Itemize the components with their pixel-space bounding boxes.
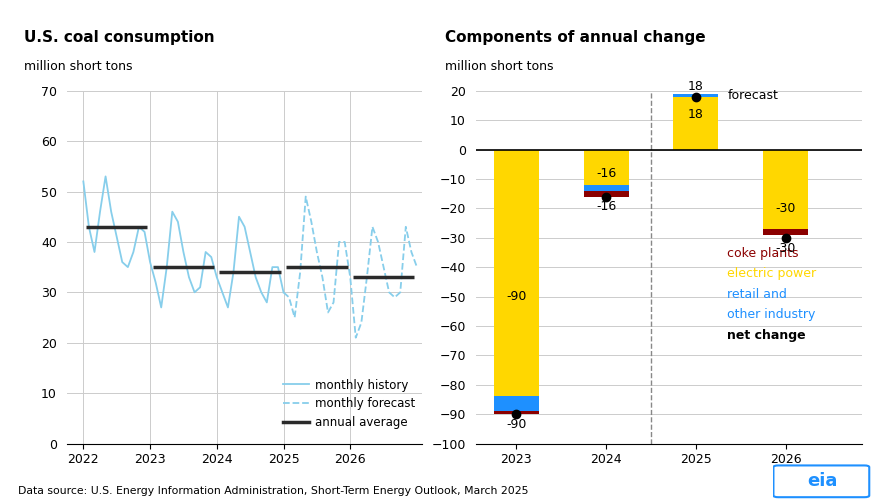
Bar	[764, 229, 808, 235]
Bar	[583, 191, 629, 197]
Text: net change: net change	[727, 329, 806, 342]
Text: Components of annual change: Components of annual change	[444, 30, 705, 45]
Text: 18: 18	[688, 80, 704, 93]
Text: retail and: retail and	[727, 288, 788, 301]
Text: -30: -30	[776, 241, 796, 255]
Bar	[583, 185, 629, 191]
Text: million short tons: million short tons	[444, 60, 553, 73]
Bar	[493, 397, 539, 411]
Text: -90: -90	[506, 290, 526, 303]
Text: 18: 18	[688, 108, 704, 121]
Text: -90: -90	[506, 418, 526, 431]
Text: electric power: electric power	[727, 267, 817, 280]
Text: -30: -30	[776, 202, 796, 215]
Text: coke plants: coke plants	[727, 246, 799, 260]
Bar	[764, 232, 808, 235]
Text: eia: eia	[807, 472, 837, 490]
Text: Data source: U.S. Energy Information Administration, Short-Term Energy Outlook, : Data source: U.S. Energy Information Adm…	[18, 486, 528, 496]
Text: -16: -16	[596, 201, 616, 213]
FancyBboxPatch shape	[773, 466, 869, 497]
Bar	[674, 94, 718, 150]
Text: million short tons: million short tons	[24, 60, 132, 73]
Bar	[493, 150, 539, 397]
Text: U.S. coal consumption: U.S. coal consumption	[24, 30, 214, 45]
Legend: monthly history, monthly forecast, annual average: monthly history, monthly forecast, annua…	[278, 374, 420, 434]
Bar	[674, 94, 718, 97]
Bar	[764, 150, 808, 232]
Text: other industry: other industry	[727, 308, 816, 321]
Bar	[583, 150, 629, 185]
Text: -16: -16	[596, 166, 616, 179]
Bar	[493, 411, 539, 414]
Text: forecast: forecast	[727, 89, 778, 102]
